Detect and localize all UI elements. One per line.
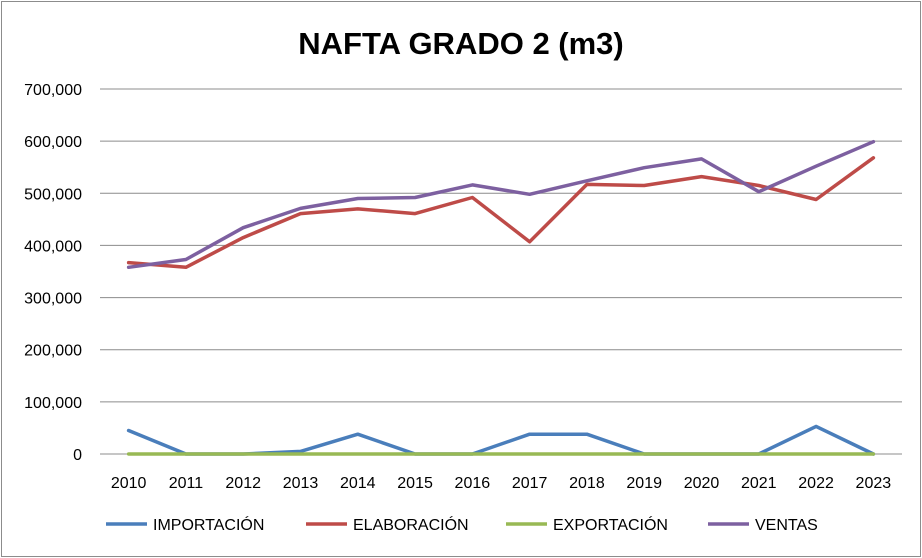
y-axis-tick-labels: 0 100,000 200,000 300,000 400,000 500,000 600,… [24,82,82,464]
x-tick-label: 2022 [798,475,834,492]
x-tick-label: 2016 [455,475,491,492]
x-axis-tick-labels: 2010 2011 2012 2013 2014 2015 2016 2017 2018 2019… [111,475,891,492]
y-tick-label: 600,000 [24,134,82,151]
legend-item: VENTAS [708,517,818,534]
y-tick-label: 500,000 [24,186,82,203]
legend-label: ELABORACIÓN [353,515,469,534]
x-tick-label: 2017 [512,475,548,492]
x-tick-label: 2010 [111,475,147,492]
legend-item: ELABORACIÓN [306,515,469,534]
series-lines [126,139,876,456]
y-tick-label: 300,000 [24,291,82,308]
series-line-4 [126,139,876,270]
x-tick-label: 2014 [340,475,376,492]
x-tick-label: 2019 [626,475,662,492]
x-tick-label: 2020 [684,475,720,492]
y-tick-label: 200,000 [24,343,82,360]
x-tick-label: 2023 [856,475,892,492]
x-tick-label: 2018 [569,475,605,492]
y-tick-label: 0 [73,447,82,464]
legend-label: VENTAS [755,517,818,534]
x-tick-label: 2021 [741,475,777,492]
chart-title: NAFTA GRADO 2 (m3) [298,26,624,61]
x-tick-label: 2012 [225,475,261,492]
series-line-1 [126,424,876,456]
legend-label: EXPORTACIÓN [553,515,668,534]
gridlines [100,88,902,403]
legend-item: IMPORTACIÓN [106,515,264,534]
legend-item: EXPORTACIÓN [506,515,668,534]
x-tick-label: 2011 [169,475,204,492]
y-tick-label: 400,000 [24,238,82,255]
y-tick-label: 100,000 [24,395,82,412]
y-tick-label: 700,000 [24,82,82,99]
series-line-2 [126,156,876,270]
x-tick-label: 2015 [397,475,433,492]
legend-label: IMPORTACIÓN [153,515,264,534]
legend: IMPORTACIÓN ELABORACIÓN EXPORTACIÓN VENTAS [106,515,818,534]
x-tick-label: 2013 [283,475,319,492]
